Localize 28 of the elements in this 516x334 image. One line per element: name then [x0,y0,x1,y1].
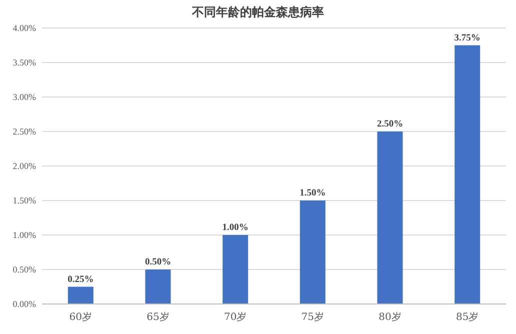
x-tick-label: 85岁 [456,311,479,323]
x-tick-label: 65岁 [146,311,170,323]
bar [454,45,480,304]
x-tick-label: 60岁 [69,311,92,323]
bar [68,286,94,304]
x-tick-label: 80岁 [378,311,402,323]
data-label: 0.50% [144,258,172,268]
y-tick-label: 0.00% [12,299,36,310]
bar [222,235,248,304]
y-tick-label: 3.00% [12,92,36,102]
y-tick-label: 0.50% [12,264,36,275]
bar [300,200,326,304]
data-label: 3.75% [454,33,480,44]
data-label: 1.50% [300,188,326,198]
y-tick-label: 3.50% [12,58,36,68]
bar [377,132,403,304]
bar [145,270,171,304]
y-tick-label: 2.50% [12,126,36,137]
y-tick-label: 4.00% [12,23,36,34]
y-tick-label: 1.00% [12,230,36,240]
y-tick-label: 2.00% [12,161,36,172]
data-label: 2.50% [376,120,404,130]
chart-title: 不同年龄的帕金森患病率 [191,5,324,19]
data-label: 0.25% [68,274,94,285]
data-label: 1.00% [222,223,248,233]
x-tick-label: 75岁 [301,311,324,323]
x-tick-label: 70岁 [224,311,247,323]
y-tick-label: 1.50% [12,196,36,206]
